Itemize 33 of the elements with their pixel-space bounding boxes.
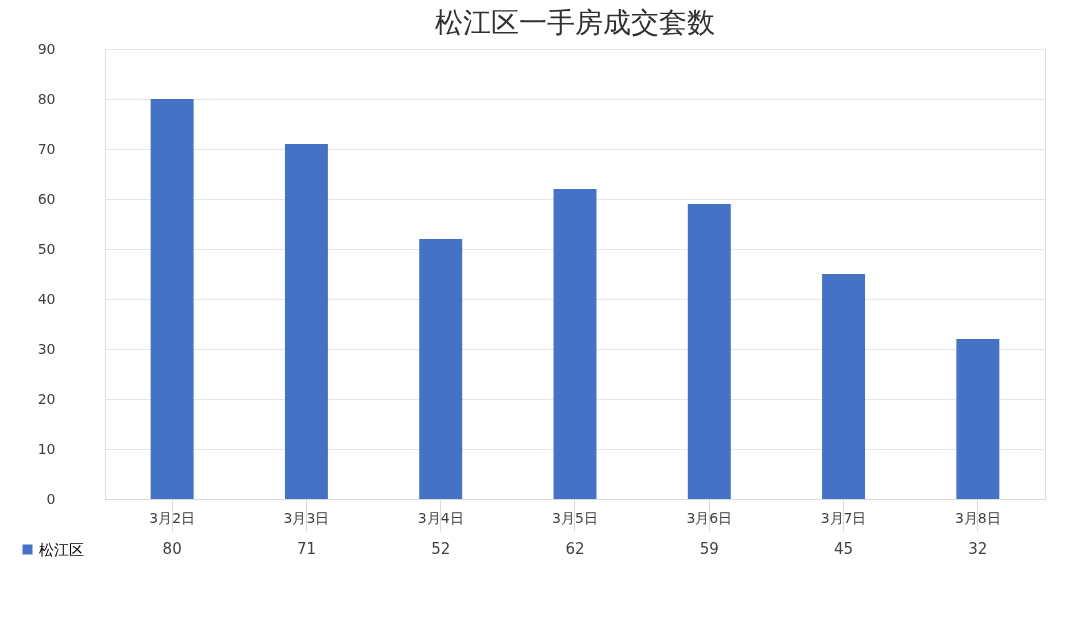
x-tick-label: 3月8日 bbox=[954, 509, 1001, 526]
bar bbox=[419, 239, 463, 499]
data-label: 71 bbox=[296, 540, 316, 558]
data-label: 80 bbox=[162, 540, 182, 558]
chart-title: 松江区一手房成交套数 bbox=[435, 6, 715, 39]
y-tick-label: 20 bbox=[37, 390, 56, 407]
x-tick-label: 3月6日 bbox=[686, 509, 733, 526]
data-label: 62 bbox=[565, 540, 585, 558]
y-tick-label: 80 bbox=[37, 90, 56, 107]
bar bbox=[150, 99, 194, 499]
data-label: 59 bbox=[699, 540, 719, 558]
x-tick-label: 3月4日 bbox=[417, 509, 464, 526]
y-tick-label: 0 bbox=[46, 490, 56, 507]
x-tick-label: 3月7日 bbox=[820, 509, 867, 526]
x-tick-label: 3月3日 bbox=[283, 509, 330, 526]
data-label: 45 bbox=[834, 540, 854, 558]
bar bbox=[284, 144, 328, 499]
legend-label: 松江区 bbox=[39, 540, 84, 559]
data-label: 32 bbox=[968, 540, 988, 558]
bar bbox=[687, 204, 731, 499]
y-tick-label: 40 bbox=[37, 290, 56, 307]
bar bbox=[553, 189, 597, 499]
data-label: 52 bbox=[431, 540, 451, 558]
y-tick-label: 30 bbox=[37, 340, 56, 357]
x-tick-label: 3月5日 bbox=[552, 509, 598, 526]
x-tick-label: 3月2日 bbox=[149, 509, 196, 526]
y-tick-label: 60 bbox=[37, 190, 56, 207]
y-tick-label: 90 bbox=[37, 40, 56, 57]
y-tick-label: 10 bbox=[37, 440, 56, 457]
y-tick-label: 70 bbox=[37, 140, 56, 157]
bar bbox=[956, 339, 1000, 499]
y-tick-label: 50 bbox=[37, 240, 56, 257]
bar bbox=[822, 274, 866, 499]
